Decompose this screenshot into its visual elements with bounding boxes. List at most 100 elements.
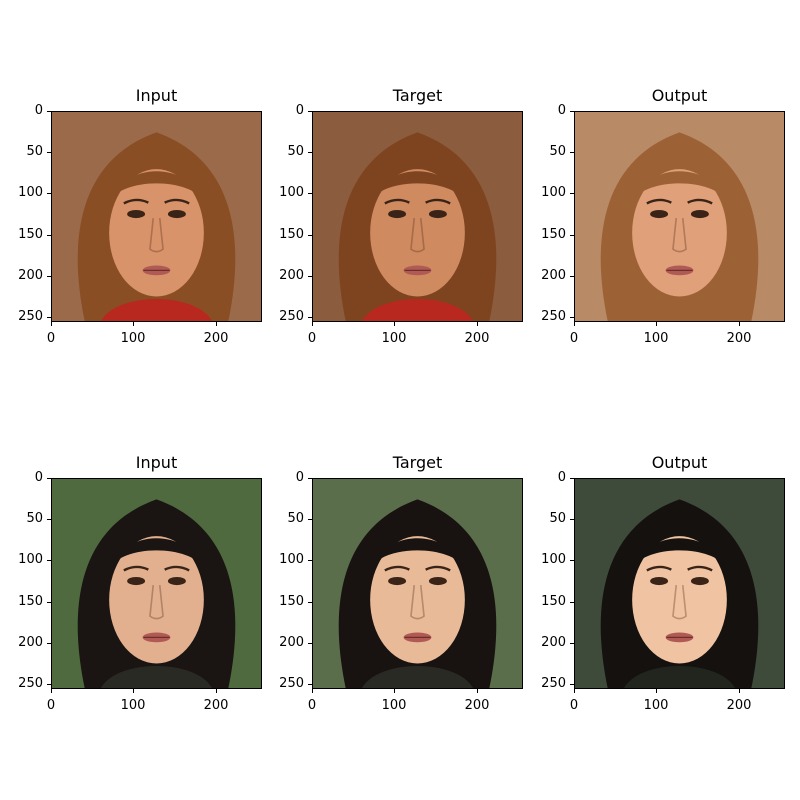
y-tick-label: 200 [18, 635, 43, 650]
x-tick-mark [739, 689, 740, 693]
y-tick-label: 50 [287, 511, 304, 526]
y-tick-label: 100 [279, 552, 304, 567]
y-tick-mark [308, 684, 312, 685]
panel-image [51, 111, 262, 322]
y-tick-mark [570, 519, 574, 520]
panel-title: Input [135, 453, 178, 472]
x-tick-mark [739, 322, 740, 326]
x-tick-mark [51, 689, 52, 693]
y-tick-label: 250 [18, 676, 43, 691]
panel-title: Input [135, 86, 178, 105]
y-tick-mark [570, 684, 574, 685]
x-tick-label: 200 [464, 698, 490, 713]
y-tick-mark [308, 152, 312, 153]
panel-image [51, 478, 262, 689]
y-tick-mark [308, 560, 312, 561]
face-2-output-image [575, 479, 784, 688]
x-tick-mark [656, 689, 657, 693]
y-tick-label: 100 [18, 552, 43, 567]
panel-image [312, 478, 523, 689]
panel-image [312, 111, 523, 322]
y-tick-label: 0 [557, 470, 566, 485]
y-tick-label: 0 [34, 103, 43, 118]
y-tick-mark [570, 643, 574, 644]
x-tick-label: 200 [203, 331, 229, 346]
x-tick-mark [133, 322, 134, 326]
x-tick-mark [574, 322, 575, 326]
x-tick-mark [394, 689, 395, 693]
x-tick-label: 200 [203, 698, 229, 713]
y-tick-mark [570, 478, 574, 479]
x-tick-mark [656, 322, 657, 326]
y-tick-mark [47, 111, 51, 112]
y-tick-label: 150 [279, 227, 304, 242]
y-tick-label: 250 [279, 676, 304, 691]
y-tick-mark [570, 276, 574, 277]
x-tick-mark [312, 689, 313, 693]
x-tick-label: 100 [120, 331, 146, 346]
x-tick-mark [477, 689, 478, 693]
x-tick-mark [216, 322, 217, 326]
y-tick-mark [570, 560, 574, 561]
x-tick-label: 100 [643, 331, 669, 346]
x-tick-mark [477, 322, 478, 326]
image-panel: Input 0 50 100 150 200 250 0 100 200 [18, 454, 262, 713]
y-tick-mark [47, 519, 51, 520]
x-tick-label: 0 [307, 698, 317, 713]
y-tick-label: 250 [541, 676, 566, 691]
x-tick-label: 0 [569, 331, 579, 346]
y-tick-label: 250 [18, 309, 43, 324]
y-tick-label: 0 [295, 103, 304, 118]
x-tick-label: 0 [46, 331, 56, 346]
y-tick-label: 250 [279, 309, 304, 324]
y-tick-mark [47, 643, 51, 644]
panel-title: Output [651, 86, 708, 105]
x-tick-mark [574, 689, 575, 693]
face-2-target-image [313, 479, 522, 688]
x-tick-label: 0 [569, 698, 579, 713]
image-panel: Target 0 50 100 150 200 250 0 100 200 [279, 87, 523, 346]
y-tick-mark [308, 602, 312, 603]
y-tick-mark [308, 111, 312, 112]
panel-image [574, 111, 785, 322]
y-tick-mark [570, 152, 574, 153]
y-tick-mark [47, 478, 51, 479]
y-tick-mark [47, 602, 51, 603]
y-tick-mark [570, 193, 574, 194]
y-tick-mark [308, 193, 312, 194]
y-tick-label: 200 [18, 268, 43, 283]
y-tick-mark [308, 478, 312, 479]
y-tick-mark [308, 235, 312, 236]
y-tick-mark [570, 602, 574, 603]
x-tick-mark [394, 322, 395, 326]
y-tick-label: 100 [541, 185, 566, 200]
x-tick-label: 100 [643, 698, 669, 713]
y-tick-label: 200 [279, 268, 304, 283]
y-tick-label: 50 [549, 511, 566, 526]
y-tick-mark [570, 317, 574, 318]
y-tick-mark [308, 276, 312, 277]
x-tick-label: 200 [464, 331, 490, 346]
x-tick-label: 100 [381, 698, 407, 713]
y-tick-mark [47, 560, 51, 561]
y-tick-label: 250 [541, 309, 566, 324]
y-tick-mark [308, 317, 312, 318]
panel-title: Target [392, 86, 443, 105]
y-tick-mark [570, 111, 574, 112]
x-tick-label: 100 [381, 331, 407, 346]
x-tick-mark [312, 322, 313, 326]
y-tick-label: 100 [541, 552, 566, 567]
image-panel: Output 0 50 100 150 200 250 0 100 200 [541, 454, 785, 713]
y-tick-mark [47, 193, 51, 194]
x-tick-mark [51, 322, 52, 326]
y-tick-label: 50 [549, 144, 566, 159]
y-tick-label: 200 [279, 635, 304, 650]
x-tick-label: 0 [46, 698, 56, 713]
y-tick-label: 100 [279, 185, 304, 200]
x-tick-label: 0 [307, 331, 317, 346]
y-tick-mark [308, 643, 312, 644]
face-1-input-image [52, 112, 261, 321]
y-tick-label: 200 [541, 268, 566, 283]
y-tick-mark [47, 276, 51, 277]
